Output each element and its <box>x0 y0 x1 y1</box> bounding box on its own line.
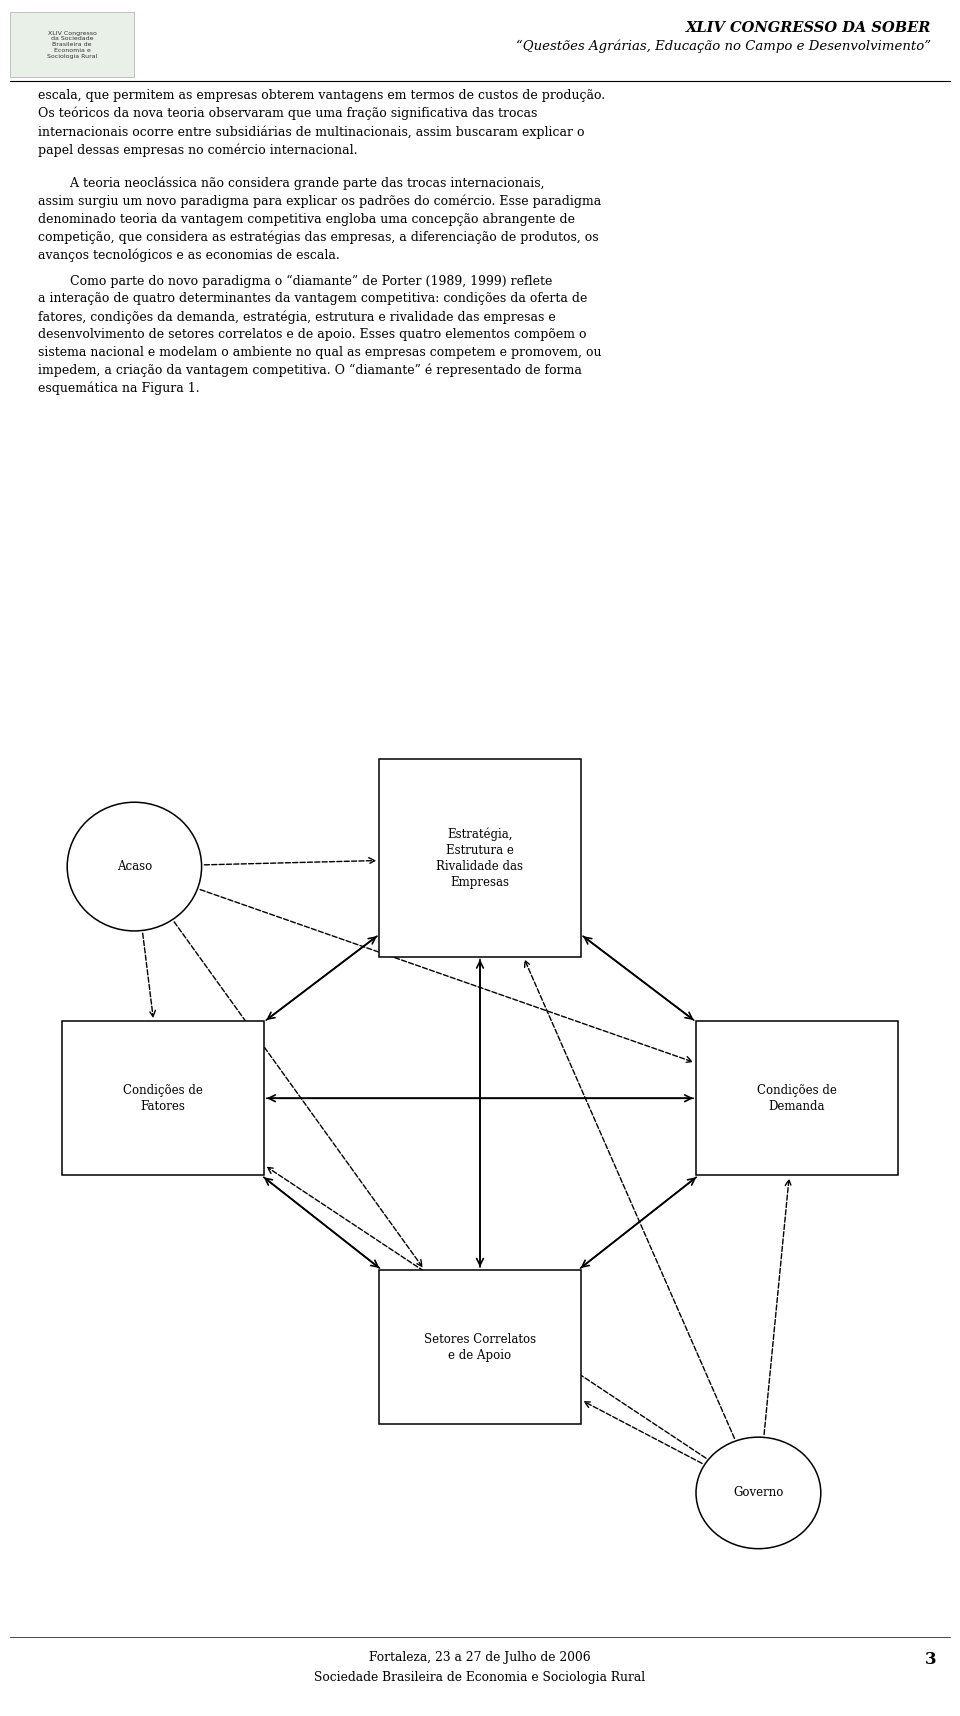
Text: Como parte do novo paradigma o “diamante” de Porter (1989, 1999) reflete
a inter: Como parte do novo paradigma o “diamante… <box>38 275 602 395</box>
FancyBboxPatch shape <box>696 1021 898 1175</box>
Text: “Questões Agrárias, Educação no Campo e Desenvolvimento”: “Questões Agrárias, Educação no Campo e … <box>516 39 931 53</box>
FancyBboxPatch shape <box>379 758 581 958</box>
Text: Setores Correlatos
e de Apoio: Setores Correlatos e de Apoio <box>424 1333 536 1361</box>
Text: Fortaleza, 23 a 27 de Julho de 2006: Fortaleza, 23 a 27 de Julho de 2006 <box>370 1651 590 1665</box>
Text: XLIV CONGRESSO DA SOBER: XLIV CONGRESSO DA SOBER <box>685 21 931 34</box>
Text: Sociedade Brasileira de Economia e Sociologia Rural: Sociedade Brasileira de Economia e Socio… <box>315 1671 645 1685</box>
Text: XLIV Congresso
da Sociedade
Brasileira de
Economia e
Sociologia Rural: XLIV Congresso da Sociedade Brasileira d… <box>47 31 97 58</box>
Text: A teoria neoclássica não considera grande parte das trocas internacionais,
assim: A teoria neoclássica não considera grand… <box>38 177 602 263</box>
Text: 3: 3 <box>924 1651 936 1668</box>
Text: Condições de
Demanda: Condições de Demanda <box>756 1085 837 1112</box>
Text: escala, que permitem as empresas obterem vantagens em termos de custos de produç: escala, que permitem as empresas obterem… <box>38 89 606 156</box>
Ellipse shape <box>67 803 202 930</box>
Ellipse shape <box>696 1438 821 1548</box>
Text: Estratégia,
Estrutura e
Rivalidade das
Empresas: Estratégia, Estrutura e Rivalidade das E… <box>437 827 523 889</box>
Text: Condições de
Fatores: Condições de Fatores <box>123 1085 204 1112</box>
FancyBboxPatch shape <box>62 1021 264 1175</box>
FancyBboxPatch shape <box>379 1270 581 1424</box>
Text: Acaso: Acaso <box>117 860 152 873</box>
Text: Governo: Governo <box>733 1486 783 1500</box>
FancyBboxPatch shape <box>10 12 134 77</box>
